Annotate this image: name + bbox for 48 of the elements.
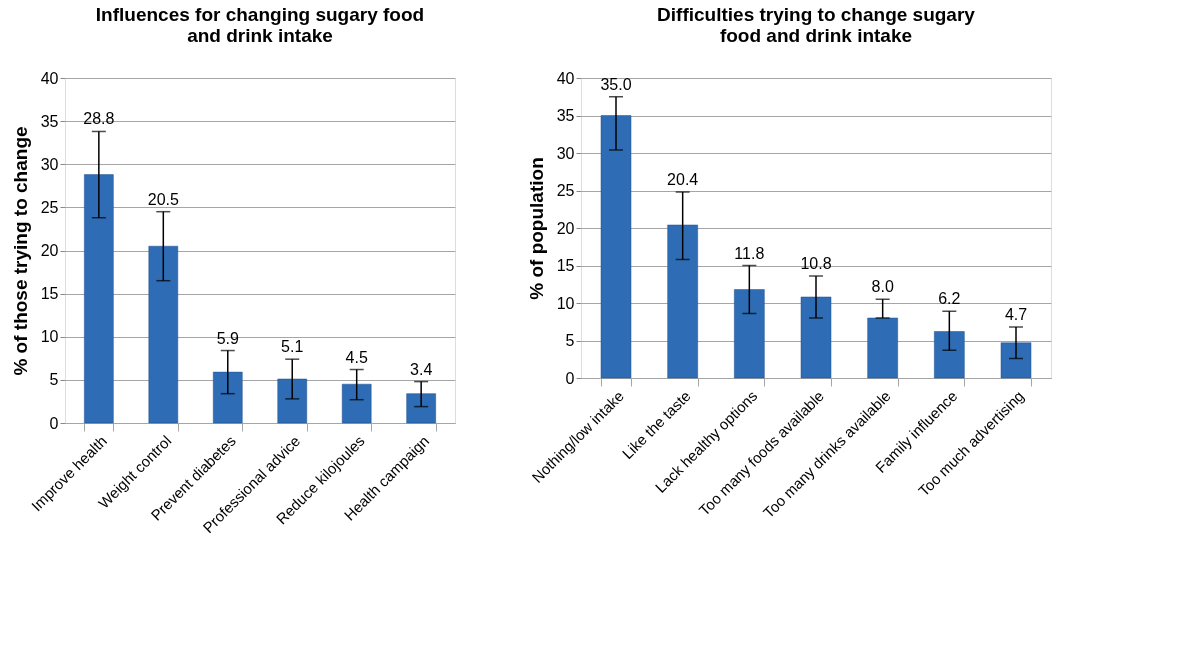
y-tick-label: 15 [556, 257, 575, 274]
bar [600, 115, 632, 379]
y-tick-label: 30 [40, 155, 59, 173]
data-label: 10.8 [800, 255, 832, 272]
y-tick-label: 25 [556, 182, 575, 199]
data-label: 28.8 [83, 110, 115, 128]
y-axis-title: % of population [525, 157, 547, 300]
data-label: 35.0 [600, 75, 632, 93]
bar [277, 378, 307, 424]
data-label: 4.5 [345, 348, 368, 366]
data-label: 11.8 [734, 244, 765, 262]
y-tick-label: 0 [565, 369, 575, 387]
bar [800, 296, 832, 379]
data-label: 5.1 [281, 338, 304, 356]
y-tick-label: 20 [556, 219, 575, 237]
y-tick-label: 5 [49, 371, 59, 389]
data-label: 20.5 [147, 190, 179, 208]
y-tick-label: 35 [556, 107, 575, 124]
bar [148, 245, 179, 424]
y-tick-label: 20 [40, 242, 59, 259]
y-tick-label: 15 [40, 285, 59, 303]
bar [406, 393, 436, 424]
y-tick-label: 40 [556, 69, 575, 87]
data-label: 5.9 [216, 329, 239, 347]
y-axis-title: % of those trying to change [9, 126, 31, 376]
bar [1000, 342, 1032, 379]
y-tick-label: 0 [49, 414, 59, 432]
chart-title: Difficulties trying to change sugary food and drink intake [657, 4, 976, 46]
y-tick-label: 10 [556, 294, 575, 312]
bar [84, 174, 114, 424]
bar [867, 317, 898, 379]
bar [213, 371, 243, 424]
y-tick-label: 35 [40, 112, 59, 130]
bar [934, 331, 965, 379]
y-tick-label: 25 [40, 198, 59, 216]
chart-title: Influences for changing sugary food and drink intake [95, 4, 425, 46]
y-tick-label: 30 [556, 144, 575, 162]
y-tick-label: 10 [40, 328, 59, 346]
data-label: 8.0 [871, 278, 894, 296]
bar [734, 289, 765, 379]
data-label: 20.4 [667, 171, 699, 188]
y-tick-label: 40 [40, 69, 59, 87]
y-tick-label: 5 [565, 332, 575, 349]
bar [341, 383, 372, 424]
data-label: 4.7 [1004, 306, 1028, 323]
data-label: 6.2 [938, 290, 961, 308]
bar [667, 224, 698, 379]
data-label: 3.4 [410, 360, 433, 378]
